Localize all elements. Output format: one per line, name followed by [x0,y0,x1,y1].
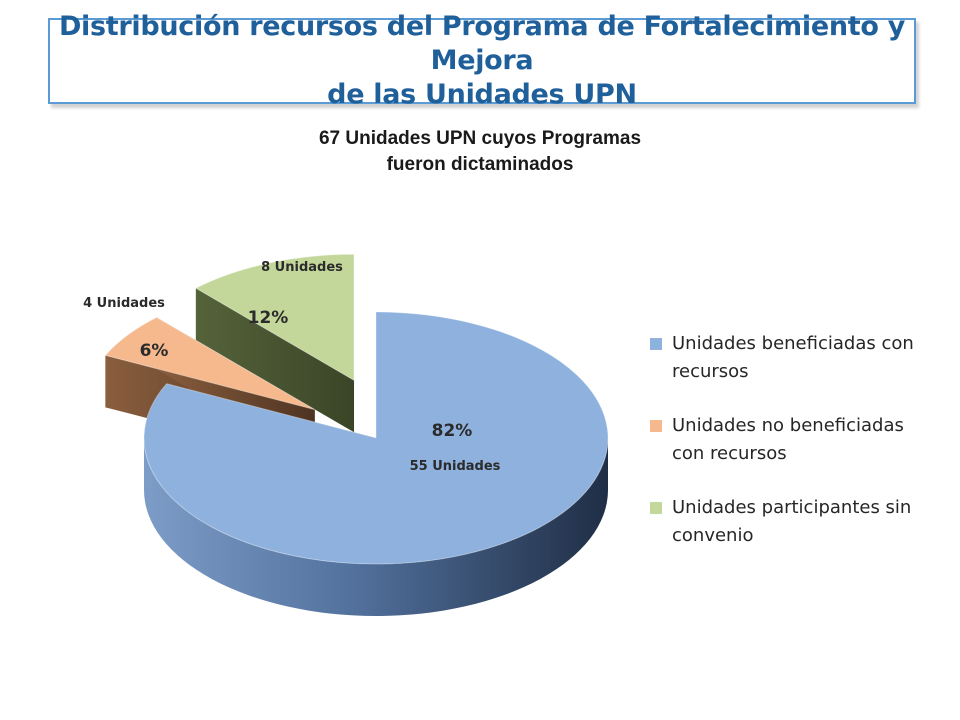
data-label-count-sin-convenio: 8 Unidades [261,260,343,275]
pie-slice-sin-convenio [194,253,355,382]
legend-item-sin-convenio: Unidades participantes sin convenio [650,494,950,550]
data-label-percent-sin-convenio: 12% [248,308,289,328]
chart-title: 67 Unidades UPN cuyos Programas fueron d… [318,128,642,175]
title-box: Distribución recursos del Programa de Fo… [48,11,916,110]
legend-label-no-beneficiadas: Unidades no beneficiadas con recursos [672,415,904,464]
legend-swatch-sin-convenio [650,502,662,514]
data-label-count-no-beneficiadas: 4 Unidades [83,296,165,311]
legend-label-beneficiadas: Unidades beneficiadas con recursos [672,333,914,382]
data-label-percent-beneficiadas: 82% [432,421,473,441]
data-label-count-beneficiadas: 55 Unidades [410,459,501,474]
page-title: Distribución recursos del Programa de Fo… [58,11,906,110]
pie-slice-no-beneficiadas [104,316,315,411]
legend-swatch-beneficiadas [650,338,662,350]
legend-item-beneficiadas: Unidades beneficiadas con recursos [650,330,950,386]
legend: Unidades beneficiadas con recursos Unida… [650,330,950,576]
pie-side-sin-convenio [195,288,355,433]
legend-swatch-no-beneficiadas [650,420,662,432]
data-label-percent-no-beneficiadas: 6% [140,341,169,361]
legend-label-sin-convenio: Unidades participantes sin convenio [672,497,912,546]
legend-item-no-beneficiadas: Unidades no beneficiadas con recursos [650,412,950,468]
pie-slice-beneficiadas [143,311,609,565]
